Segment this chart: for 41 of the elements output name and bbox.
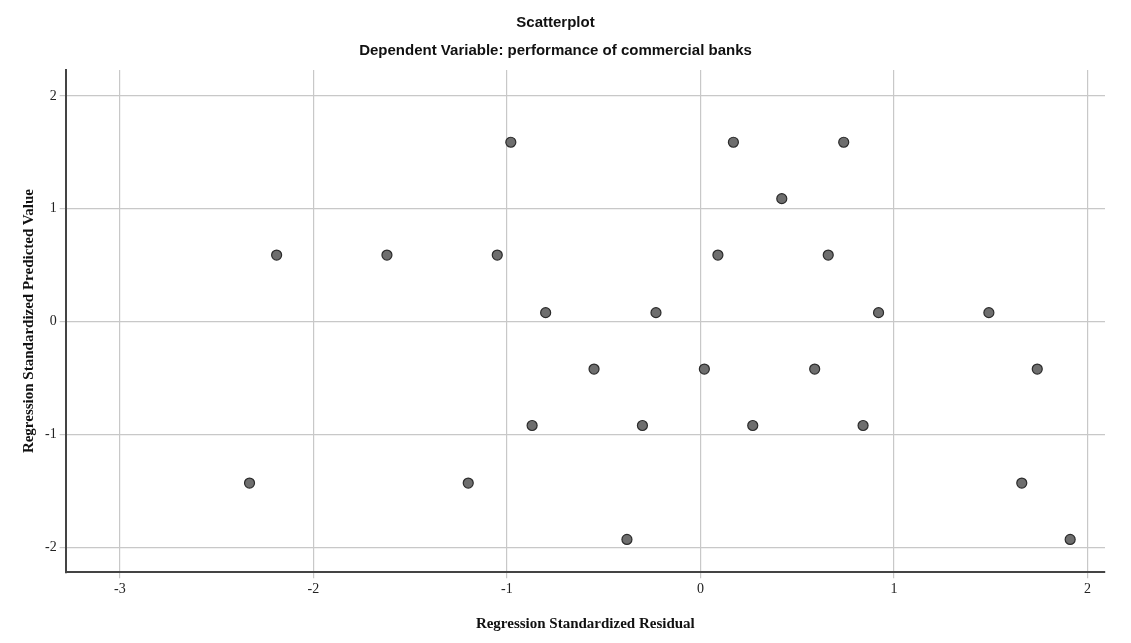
point	[491, 249, 503, 261]
point	[1031, 363, 1043, 375]
point	[872, 307, 885, 319]
y-axis-title: Regression Standardized Predicted Value	[19, 188, 36, 454]
y-tick-label: -2	[44, 539, 57, 555]
chart-title: Scatterplot	[516, 13, 595, 31]
x-tick-label: 0	[696, 581, 704, 597]
point	[747, 419, 759, 432]
x-tick-label: -2	[307, 581, 320, 597]
point	[526, 419, 538, 432]
point	[809, 363, 821, 375]
y-tick-label: -1	[44, 426, 57, 442]
chart-subtitle: Dependent Variable: performance of commercial banks	[359, 41, 752, 59]
y-tick-label: 2	[49, 87, 57, 103]
x-tick-label: 1	[890, 581, 898, 597]
point	[381, 249, 393, 261]
point	[588, 363, 600, 375]
point	[776, 193, 788, 205]
point	[650, 307, 662, 319]
x-axis-title: Regression Standardized Residual	[475, 614, 695, 631]
point	[983, 307, 995, 319]
point	[698, 363, 710, 375]
x-tick-label: -3	[114, 581, 126, 597]
point	[505, 136, 517, 148]
point	[1064, 533, 1076, 546]
point	[540, 307, 552, 319]
point	[621, 533, 633, 546]
point	[1016, 477, 1028, 489]
point	[857, 419, 869, 432]
y-tick-label: 1	[49, 200, 57, 216]
point	[636, 419, 649, 432]
point	[727, 136, 739, 148]
point	[462, 477, 474, 489]
point	[243, 477, 256, 489]
point	[838, 136, 850, 148]
x-tick-label: -1	[501, 581, 513, 597]
point	[822, 249, 834, 261]
point	[271, 249, 283, 261]
x-tick-label: 2	[1084, 581, 1092, 597]
point	[712, 249, 724, 261]
y-tick-label: 0	[49, 313, 57, 329]
